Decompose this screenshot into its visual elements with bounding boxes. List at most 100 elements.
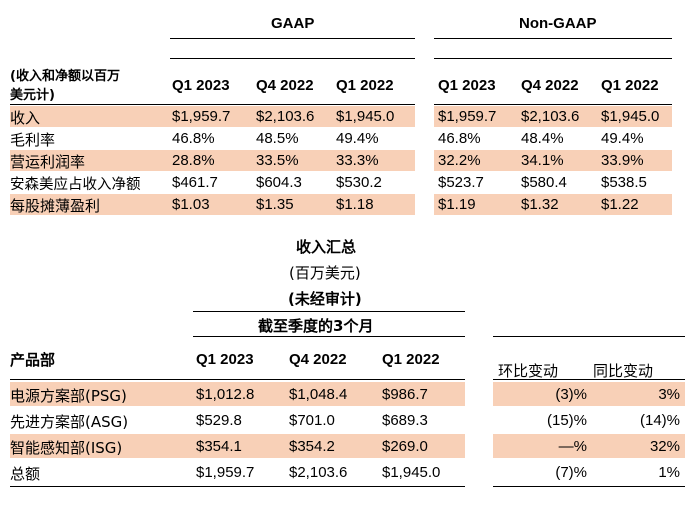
top-cell: $461.7 <box>172 174 218 191</box>
period-rule-top <box>193 311 465 312</box>
segment-cell: $1,048.4 <box>289 386 348 403</box>
segment-cell: $2,103.6 <box>289 464 348 481</box>
top-cell: 46.8% <box>172 130 215 147</box>
period-rule-bottom <box>193 336 465 337</box>
top-cell: $538.5 <box>601 174 647 191</box>
top-cell: $2,103.6 <box>521 108 580 125</box>
segment-qoq: (7)% <box>555 464 587 481</box>
top-band-row-3-left <box>10 150 415 171</box>
segment-cell: $701.0 <box>289 412 335 429</box>
qoq-header: 环比变动 <box>498 362 559 380</box>
segment-yoy: 32% <box>649 438 680 455</box>
bottom-band-row-1-left <box>10 382 465 406</box>
segment-yoy: 3% <box>658 386 680 403</box>
top-cell: 48.5% <box>256 130 299 147</box>
segment-header: 产品部 <box>10 351 56 369</box>
top-header-rule-gaap <box>10 104 415 105</box>
top-cell: $1.03 <box>172 196 210 213</box>
top-cell: 33.9% <box>601 152 644 169</box>
top-cell: 46.8% <box>438 130 481 147</box>
gaap-rule-1 <box>170 38 415 39</box>
top-cell: $580.4 <box>521 174 567 191</box>
yoy-header: 同比变动 <box>593 362 654 380</box>
bottom-band-row-1-right <box>493 382 685 406</box>
bottom-col-1: Q1 2023 <box>196 351 254 368</box>
top-cell: 34.1% <box>521 152 564 169</box>
segment-cell: $529.8 <box>196 412 242 429</box>
summary-subtitle: (百万美元) <box>289 264 361 282</box>
top-band-row-1-left <box>10 106 415 127</box>
units-label-line1: (收入和净额以百万 <box>10 69 120 84</box>
top-band-row-1-right <box>434 106 672 127</box>
top-cell: 28.8% <box>172 152 215 169</box>
top-cell: 48.4% <box>521 130 564 147</box>
top-cell: $523.7 <box>438 174 484 191</box>
segment-label: 电源方案部(PSG) <box>10 387 127 405</box>
bottom-col-2: Q4 2022 <box>289 351 347 368</box>
nongaap-col-3: Q1 2022 <box>601 77 659 94</box>
segment-label: 总额 <box>10 465 41 483</box>
segment-yoy: 1% <box>658 464 680 481</box>
top-row-label: 毛利率 <box>10 131 56 149</box>
bottom-header-rule-left <box>10 379 465 380</box>
gaap-col-3: Q1 2022 <box>336 77 394 94</box>
top-row-label: 每股摊薄盈利 <box>10 197 101 215</box>
top-cell: 32.2% <box>438 152 481 169</box>
top-cell: $604.3 <box>256 174 302 191</box>
total-rule-right <box>493 486 685 487</box>
top-header-rule-nongaap <box>434 104 672 105</box>
nongaap-rule-2 <box>434 58 672 59</box>
top-cell: $1.22 <box>601 196 639 213</box>
bottom-band-row-3-right <box>493 434 685 458</box>
segment-cell: $1,012.8 <box>196 386 255 403</box>
segment-qoq: (3)% <box>555 386 587 403</box>
nongaap-header: Non-GAAP <box>519 15 597 32</box>
bottom-col-3: Q1 2022 <box>382 351 440 368</box>
bottom-header-rule-right <box>493 379 685 380</box>
segment-qoq: (15)% <box>546 412 587 429</box>
top-cell: 33.5% <box>256 152 299 169</box>
segment-qoq: —% <box>558 438 587 455</box>
period-label: 截至季度的3个月 <box>258 317 374 335</box>
top-cell: $1,959.7 <box>438 108 497 125</box>
nongaap-col-2: Q4 2022 <box>521 77 579 94</box>
segment-cell: $354.1 <box>196 438 242 455</box>
summary-unaudited: (未经审计) <box>288 290 362 308</box>
gaap-header: GAAP <box>271 15 315 32</box>
segment-label: 先进方案部(ASG) <box>10 413 129 431</box>
top-cell: 33.3% <box>336 152 379 169</box>
nongaap-col-1: Q1 2023 <box>438 77 496 94</box>
top-cell: $1.19 <box>438 196 476 213</box>
top-cell: 49.4% <box>601 130 644 147</box>
segment-cell: $689.3 <box>382 412 428 429</box>
top-row-label: 营运利润率 <box>10 153 86 171</box>
summary-title: 收入汇总 <box>296 238 357 256</box>
top-row-label: 安森美应占收入净额 <box>10 177 141 193</box>
segment-cell: $354.2 <box>289 438 335 455</box>
units-label-line2: 美元计) <box>10 88 55 103</box>
top-cell: $1.35 <box>256 196 294 213</box>
bottom-band-row-3-left <box>10 434 465 458</box>
segment-cell: $986.7 <box>382 386 428 403</box>
top-cell: $1.32 <box>521 196 559 213</box>
top-cell: $1,945.0 <box>336 108 395 125</box>
segment-label: 智能感知部(ISG) <box>10 439 123 457</box>
top-cell: $1.18 <box>336 196 374 213</box>
segment-cell: $269.0 <box>382 438 428 455</box>
top-cell: $530.2 <box>336 174 382 191</box>
top-cell: $2,103.6 <box>256 108 315 125</box>
top-cell: 49.4% <box>336 130 379 147</box>
top-cell: $1,945.0 <box>601 108 660 125</box>
top-cell: $1,959.7 <box>172 108 231 125</box>
gaap-col-1: Q1 2023 <box>172 77 230 94</box>
segment-yoy: (14)% <box>639 412 680 429</box>
top-band-row-3-right <box>434 150 672 171</box>
top-band-row-5-right <box>434 194 672 215</box>
segment-cell: $1,945.0 <box>382 464 441 481</box>
top-band-row-5-left <box>10 194 415 215</box>
change-rule <box>493 336 685 337</box>
nongaap-rule-1 <box>434 38 672 39</box>
top-row-label: 收入 <box>10 109 41 127</box>
total-rule-left <box>10 486 465 487</box>
segment-cell: $1,959.7 <box>196 464 255 481</box>
